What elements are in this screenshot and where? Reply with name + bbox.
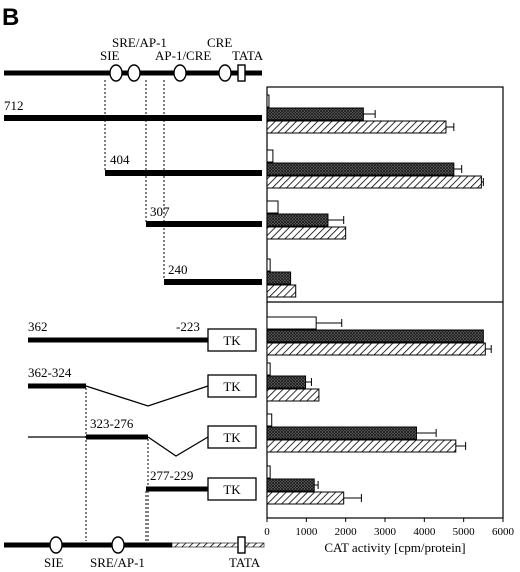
bar-diagonal-5 (266, 388, 320, 402)
promoter-map-top: SIE SRE/AP-1 AP-1/CRE CRE TATA (4, 35, 264, 82)
tk-box-4 (207, 477, 257, 501)
label-sre-ap1: SRE/AP-1 (112, 35, 167, 50)
construct-223-label: -223 (176, 319, 200, 334)
tk-constructs: TK 362 -223 TK 362-324 TK 323-276 TK 277… (28, 319, 257, 501)
bar-crosshatch-7 (266, 478, 315, 492)
x-tick-label-6: 6000 (492, 526, 515, 538)
tk-label-4: TK (223, 482, 241, 497)
cat-activity-chart: 0 1000 2000 3000 4000 5000 6000 CAT activity [c… (264, 86, 515, 555)
sre-ap1-marker-bottom (111, 536, 125, 554)
bar-diagonal-2 (266, 226, 347, 240)
construct-362-label: 362 (28, 319, 48, 334)
bar-open-4 (266, 316, 317, 330)
label-ap1-cre: AP-1/CRE (155, 48, 211, 63)
tk-label-1: TK (223, 333, 241, 348)
tk-label-2: TK (223, 379, 241, 394)
tata-marker-bottom (237, 536, 246, 554)
promoter-hatched-segment (171, 542, 265, 548)
deletion-guides-top (104, 80, 165, 280)
tk-box-3 (207, 425, 257, 449)
bar-diagonal-1 (266, 175, 482, 189)
tk-box-1 (207, 328, 257, 352)
bar-open-3 (266, 258, 271, 272)
bar-diagonal-7 (266, 491, 345, 505)
x-axis-label: CAT activity [cpm/protein] (324, 540, 465, 555)
bar-open-1 (266, 149, 274, 163)
bar-crosshatch-5 (266, 375, 307, 389)
tata-marker (237, 64, 246, 82)
bar-diagonal-3 (266, 284, 297, 298)
label-sie-bottom: SIE (44, 555, 64, 570)
construct-362-324-gap (85, 385, 209, 407)
promoter-map-bottom: SIE SRE/AP-1 TATA (4, 536, 265, 570)
construct-307-label: 307 (150, 204, 170, 219)
construct-323-276-gap (147, 436, 209, 457)
construct-323-276-label: 323-276 (90, 416, 134, 431)
bar-crosshatch-4 (266, 329, 484, 343)
x-tick-label-3: 3000 (374, 526, 397, 538)
deletion-constructs: 712 404 307 240 (4, 98, 262, 285)
x-tick-label-4: 4000 (413, 526, 436, 538)
x-tick-label-5: 5000 (453, 526, 476, 538)
bar-crosshatch-1 (266, 162, 455, 176)
sie-marker-bottom (49, 536, 63, 554)
bar-open-7 (266, 465, 271, 479)
construct-712-label: 712 (4, 98, 24, 113)
x-tick-label-0: 0 (264, 526, 270, 538)
bar-crosshatch-0 (266, 107, 364, 121)
bar-open-0 (266, 94, 270, 108)
tk-box-2 (207, 374, 257, 398)
bar-crosshatch-6 (266, 426, 417, 440)
bar-open-6 (266, 413, 273, 427)
cre-marker (218, 64, 232, 82)
ap1-cre-marker (173, 64, 187, 82)
sie-box-marker (109, 64, 123, 82)
bar-open-2 (266, 200, 279, 214)
label-cre: CRE (207, 35, 232, 50)
bar-open-5 (266, 362, 271, 376)
label-sre-ap1-bottom: SRE/AP-1 (90, 555, 145, 570)
deletion-guides-bottom (85, 388, 149, 541)
construct-404-label: 404 (110, 152, 130, 167)
construct-362-324-label: 362-324 (28, 365, 72, 380)
label-tata-bottom: TATA (229, 555, 261, 570)
x-tick-label-1: 1000 (295, 526, 318, 538)
panel-letter: B (2, 4, 19, 31)
construct-240-label: 240 (168, 262, 188, 277)
bar-crosshatch-2 (266, 213, 329, 227)
bar-crosshatch-3 (266, 271, 292, 285)
tk-label-3: TK (223, 430, 241, 445)
bar-diagonal-4 (266, 342, 486, 356)
x-tick-label-2: 2000 (335, 526, 358, 538)
bar-diagonal-6 (266, 439, 457, 453)
sre-ap1-marker (127, 64, 141, 82)
construct-277-229-label: 277-229 (150, 468, 193, 483)
label-sie: SIE (100, 48, 120, 63)
label-tata: TATA (232, 48, 264, 63)
bar-diagonal-0 (266, 120, 447, 134)
